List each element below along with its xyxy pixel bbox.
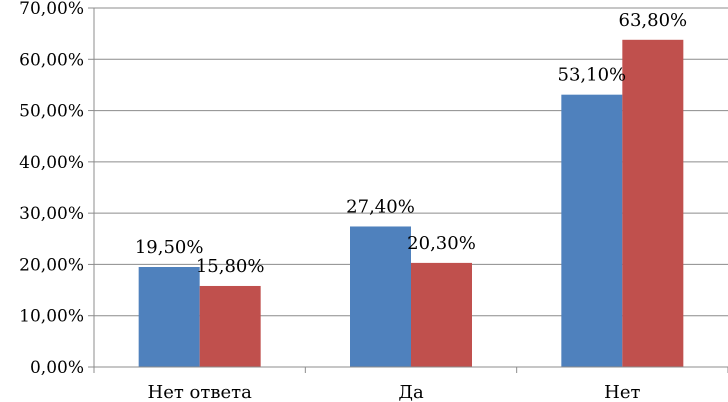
bar (350, 226, 411, 367)
x-category-label: Нет ответа (148, 382, 253, 402)
data-label: 27,40% (346, 196, 415, 217)
data-label: 20,30% (407, 233, 476, 254)
x-category-label: Нет (604, 382, 640, 402)
data-label: 19,50% (135, 237, 204, 258)
y-tick-label: 70,00% (19, 0, 84, 19)
y-tick-label: 20,00% (19, 255, 84, 275)
y-tick-label: 50,00% (19, 102, 84, 122)
bar (411, 262, 472, 367)
labels-layer: 0,00% 10,00% 20,00% 30,00% 40,00% 50,00% 60,00… (19, 0, 687, 402)
data-label: 53,10% (558, 65, 627, 86)
bar (199, 285, 261, 367)
x-category-label: Да (398, 382, 424, 402)
data-label: 63,80% (619, 10, 688, 31)
bars-layer (138, 39, 684, 368)
bar (138, 266, 200, 367)
grid-layer (94, 7, 728, 317)
data-label: 15,80% (196, 256, 265, 277)
y-tick-label: 10,00% (19, 307, 84, 327)
axes-layer (88, 7, 728, 373)
y-tick-label: 30,00% (19, 204, 84, 224)
y-tick-label: 0,00% (30, 358, 84, 378)
bar (561, 94, 623, 368)
y-tick-label: 40,00% (19, 153, 84, 173)
bar (622, 39, 684, 367)
y-tick-label: 60,00% (19, 50, 84, 70)
